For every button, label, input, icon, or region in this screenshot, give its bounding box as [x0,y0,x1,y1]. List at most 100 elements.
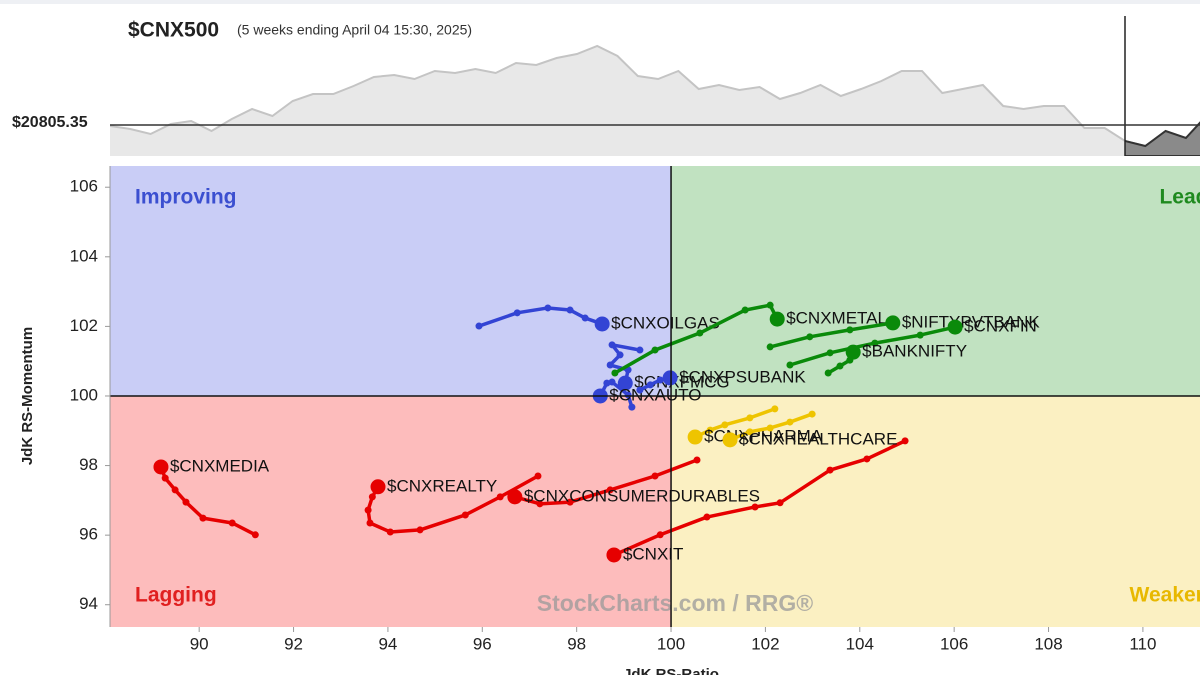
trail [612,439,907,557]
trail-point [696,329,704,337]
trail-point [606,486,614,494]
trail-point [651,346,659,354]
quadrant-label: Weakening [1130,584,1200,607]
trail-point [386,528,394,536]
x-tick-label: 104 [846,634,874,653]
trail-point [608,378,616,386]
trail [768,321,895,349]
trail-point [368,493,376,501]
head-point [845,344,861,360]
trail-point [824,369,832,377]
head-point [885,315,901,331]
head-point [507,489,523,505]
trail-point [364,506,372,514]
trail-point [161,474,169,482]
series-label: $NIFTYPVTBANK [902,312,1041,331]
trail-point [534,472,542,480]
series-label: $CNXIT [623,544,683,563]
y-tick-label: 98 [79,455,98,474]
x-tick-label: 100 [657,634,685,653]
trail-point [656,376,664,384]
trail-point [746,428,754,436]
trail-point [608,341,616,349]
trail-point [766,301,774,309]
trail-point [171,486,179,494]
head-point [370,479,386,495]
head-point [769,311,785,327]
trail-point [651,472,659,480]
head-point [947,319,963,335]
series-label: $CNXCONSUMERDURABLES [524,486,760,505]
x-tick-label: 106 [940,634,968,653]
series-label: $CNXPSUBANK [679,367,806,386]
watermark: StockCharts.com / RRG® [537,590,813,616]
trail-point [746,414,754,422]
x-tick-label: 98 [567,634,586,653]
trail-point [771,405,779,413]
recent-panel [1125,121,1200,156]
trail-point [616,351,624,359]
series-label: $CNXFIN [964,317,1037,336]
recent-area [1125,121,1200,156]
y-axis-title: JdK RS-Momentum [19,327,36,465]
trail-point [826,349,834,357]
head-point [687,429,703,445]
trail-point [251,531,259,539]
quadrant [671,166,1200,396]
x-tick-label: 92 [284,634,303,653]
y-tick-label: 102 [70,316,98,335]
trail-point [581,314,589,322]
trail-point [766,343,774,351]
trail-point [636,346,644,354]
quadrant [671,395,1200,627]
x-tick-label: 94 [378,634,397,653]
trail-point [721,421,729,429]
subtitle: (5 weeks ending April 04 15:30, 2025) [237,22,472,38]
quadrant-label: Lagging [135,584,217,607]
head-point [606,547,622,563]
trail-point [766,424,774,432]
axes: 94 96 98 100 102 104 106 90 92 94 96 98 100 102 104 106… [70,166,1200,653]
trail-point [786,361,794,369]
series-label: $CNXOILGAS [611,313,720,332]
trail-point [475,322,483,330]
trail-point [871,339,879,347]
y-tick-label: 96 [79,525,98,544]
trail-point [636,386,644,394]
price-panel [110,44,1200,156]
trail [513,458,699,506]
x-tick-label: 96 [473,634,492,653]
title: $CNX500 [128,19,219,42]
top-strip [0,0,1200,4]
x-tick-label: 102 [751,634,779,653]
head-point [594,316,610,332]
price-area [110,46,1200,156]
series-label: $CNXREALTY [387,476,497,495]
trail-point [228,519,236,527]
trail-point [846,326,854,334]
trail-point [741,306,749,314]
trail-point [461,511,469,519]
head-point [662,370,678,386]
series-label: $CNXHEALTHCARE [739,429,897,448]
trail-point [806,333,814,341]
trail-point [808,410,816,418]
quadrant-label: Leading [1159,186,1200,209]
trail-point [836,362,844,370]
trail-point [703,513,711,521]
trail-point [366,519,374,527]
trail-point [513,309,521,317]
trail-point [656,531,664,539]
head-point [617,375,633,391]
trail-point [566,498,574,506]
trail-point [751,503,759,511]
x-axis-title: JdK RS-Ratio [623,666,719,675]
head-point [722,432,738,448]
level-label: $20805.35 [12,114,88,131]
trail-point [536,500,544,508]
x-tick-label: 110 [1129,634,1156,653]
trail-point [786,418,794,426]
x-tick-label: 90 [190,634,209,653]
